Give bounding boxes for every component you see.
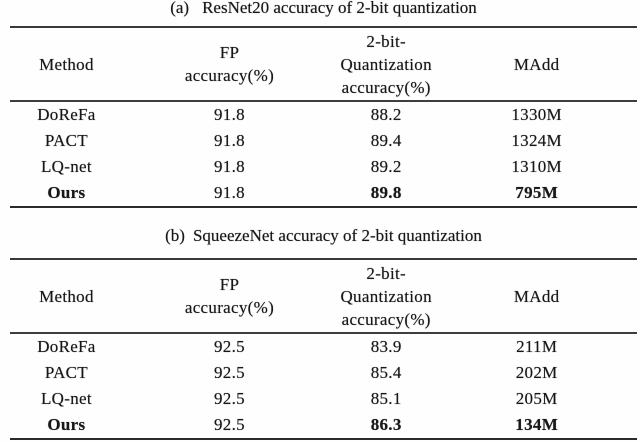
cell-fp-accuracy: 91.8 (213, 131, 245, 150)
cell-fp-accuracy: 92.5 (213, 337, 245, 356)
table-a-col-method: Method (10, 27, 123, 102)
cell-2bit-accuracy: 88.2 (370, 105, 402, 124)
table-b-row-lqnet: LQ-net 92.5 85.1 205M (10, 386, 637, 412)
table-b-caption: (b) SqueezeNet accuracy of 2-bit quantiza… (10, 224, 637, 247)
table-b-col-fp-accuracy: FP accuracy(%) (122, 259, 337, 334)
table-a-caption-text: ResNet20 accuracy of 2-bit quantization (202, 0, 477, 17)
cell-2bit-accuracy: 85.1 (370, 389, 402, 408)
table-b-row-dorefa: DoReFa 92.5 83.9 211M (10, 333, 637, 360)
table-a-resnet20: Method FP accuracy(%) 2-bit- Quantizatio… (10, 26, 637, 208)
cell-madd: 205M (515, 389, 558, 408)
cell-madd: 1324M (511, 131, 562, 150)
table-a-caption-label: (a) (170, 0, 190, 17)
cell-madd: 211M (516, 337, 558, 356)
cell-2bit-accuracy: 89.4 (370, 131, 402, 150)
table-a-row-ours: Ours 91.8 89.8 795M (10, 180, 637, 207)
table-b-col-madd: MAdd (436, 259, 637, 334)
cell-method: LQ-net (40, 157, 92, 176)
table-a-caption: (a) ResNet20 accuracy of 2-bit quantizati… (10, 0, 637, 19)
table-a-row-lqnet: LQ-net 91.8 89.2 1310M (10, 154, 637, 180)
table-a-row-pact: PACT 91.8 89.4 1324M (10, 128, 637, 154)
table-b-squeezenet: Method FP accuracy(%) 2-bit- Quantizatio… (10, 258, 637, 440)
cell-madd: 795M (515, 183, 559, 202)
cell-method: LQ-net (40, 389, 92, 408)
cell-method: Ours (47, 415, 86, 434)
cell-fp-accuracy: 91.8 (213, 157, 245, 176)
cell-madd: 1310M (511, 157, 562, 176)
table-b-header-row: Method FP accuracy(%) 2-bit- Quantizatio… (10, 259, 637, 334)
table-b-caption-label: (b) (165, 226, 185, 245)
cell-method: PACT (44, 363, 88, 382)
cell-madd: 1330M (511, 105, 562, 124)
table-b-col-2bit-accuracy: 2-bit- Quantization accuracy(%) (336, 259, 437, 334)
cell-method: Ours (47, 183, 86, 202)
cell-method: DoReFa (37, 337, 96, 356)
cell-method: DoReFa (37, 105, 96, 124)
cell-fp-accuracy: 92.5 (213, 415, 245, 434)
cell-2bit-accuracy: 86.3 (370, 415, 402, 434)
cell-fp-accuracy: 91.8 (213, 183, 245, 202)
table-a-col-fp-accuracy: FP accuracy(%) (122, 27, 337, 102)
cell-madd: 202M (515, 363, 558, 382)
cell-fp-accuracy: 92.5 (213, 363, 245, 382)
table-a-col-madd: MAdd (436, 27, 637, 102)
cell-2bit-accuracy: 89.8 (370, 183, 402, 202)
table-b-row-pact: PACT 92.5 85.4 202M (10, 360, 637, 386)
table-b-caption-text: SqueezeNet accuracy of 2-bit quantizatio… (192, 226, 482, 245)
cell-2bit-accuracy: 83.9 (370, 337, 402, 356)
cell-madd: 134M (515, 415, 559, 434)
table-a-col-2bit-accuracy: 2-bit- Quantization accuracy(%) (336, 27, 437, 102)
table-b-col-method: Method (10, 259, 123, 334)
cell-method: PACT (44, 131, 88, 150)
table-a-row-dorefa: DoReFa 91.8 88.2 1330M (10, 101, 637, 128)
cell-2bit-accuracy: 85.4 (370, 363, 402, 382)
table-b-row-ours: Ours 92.5 86.3 134M (10, 412, 637, 439)
cell-fp-accuracy: 92.5 (213, 389, 245, 408)
cell-fp-accuracy: 91.8 (213, 105, 245, 124)
cell-2bit-accuracy: 89.2 (370, 157, 402, 176)
table-a-header-row: Method FP accuracy(%) 2-bit- Quantizatio… (10, 27, 637, 102)
